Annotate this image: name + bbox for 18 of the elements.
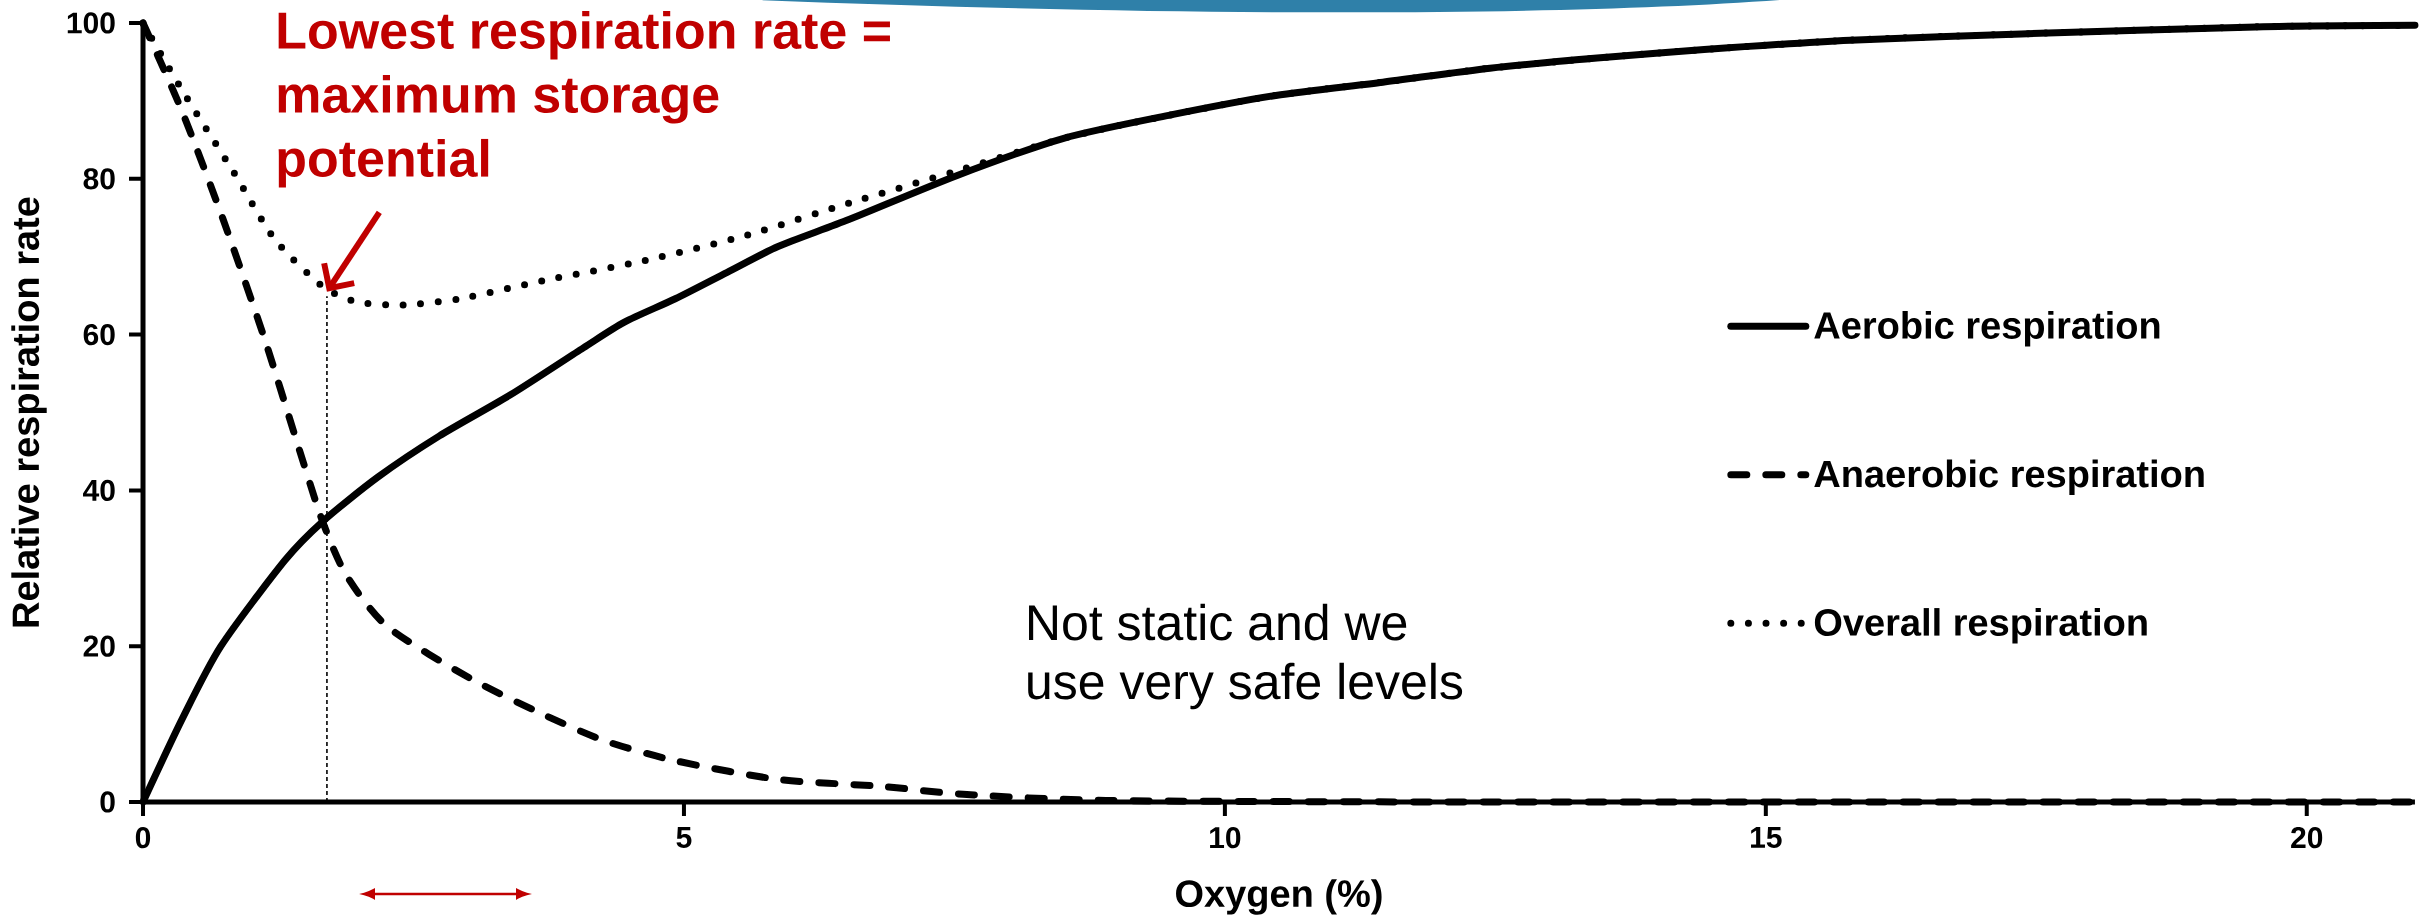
y-tick-label: 0	[100, 791, 115, 813]
x-tick-label: 15	[1751, 827, 1782, 848]
y-tick-label: 100	[67, 12, 115, 34]
y-tick-label: 60	[83, 323, 115, 346]
x-tick-label: 5	[676, 827, 692, 848]
legend-label: Aerobic respiration	[1814, 311, 2160, 347]
annotation: Lowest respiration rate = maximum storage potential	[278, 10, 890, 188]
y-tick-label: 80	[83, 168, 115, 190]
x-tick-label: 0	[135, 827, 151, 849]
y-tick-label: 20	[83, 635, 115, 657]
legend-label: Anaerobic respiration	[1814, 459, 2204, 495]
annotation: Not static and we use very safe levels	[1028, 603, 1463, 710]
x-axis-title: Oxygen (%)	[1176, 879, 1382, 915]
y-tick-label: 40	[83, 479, 115, 501]
y-axis-title: Relative respiration rate	[11, 197, 47, 627]
legend-label: Overall respiration	[1814, 608, 2147, 644]
x-tick-label: 10	[1210, 827, 1241, 849]
x-tick-label: 20	[2291, 827, 2323, 849]
